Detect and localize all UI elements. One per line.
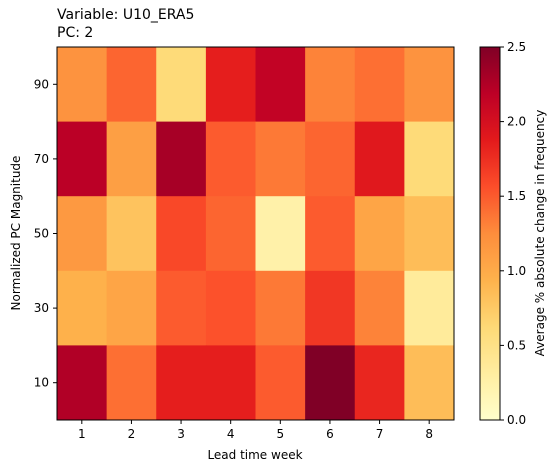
- heatmap-cell-r4-c5: [305, 345, 356, 421]
- heatmap-cell-r1-c3: [205, 121, 257, 197]
- x-tick-label: 1: [78, 427, 86, 441]
- chart-title-line-1: Variable: U10_ERA5: [57, 7, 195, 23]
- x-tick-label: 8: [425, 427, 433, 441]
- colorbar-tick-label: 1.5: [507, 189, 526, 203]
- colorbar-ticks: 0.0 0.5 1.0 1.5 2.0 2.5: [500, 40, 526, 427]
- heatmap-cell-r1-c0: [57, 121, 108, 197]
- heatmap-cell-r2-c4: [255, 196, 306, 272]
- colorbar-label: Average % absolute change in frequency: [533, 110, 547, 357]
- heatmap-cell-r2-c5: [305, 196, 356, 272]
- x-tick-label: 3: [177, 427, 185, 441]
- colorbar: [480, 47, 500, 420]
- heatmap-cell-r2-c3: [205, 196, 257, 272]
- heatmap-cell-r4-c1: [106, 345, 157, 421]
- heatmap-cell-r4-c6: [354, 345, 405, 421]
- heatmap-cell-r2-c6: [354, 196, 405, 272]
- heatmap-cell-r3-c3: [205, 270, 257, 346]
- heatmap-cell-r0-c4: [255, 47, 306, 123]
- heatmap-cell-r3-c5: [305, 270, 356, 346]
- heatmap-cell-r2-c7: [404, 196, 455, 272]
- colorbar-tick-label: 0.5: [507, 338, 526, 352]
- heatmap-cell-r0-c5: [305, 47, 356, 123]
- y-tick-label: 10: [34, 376, 49, 390]
- x-tick-label: 7: [376, 427, 384, 441]
- y-tick-label: 30: [34, 301, 49, 315]
- x-axis-ticks: 1 2 3 4 5 6 7 8: [78, 420, 433, 441]
- chart-title-line-2: PC: 2: [57, 25, 94, 41]
- heatmap-cell-r1-c7: [404, 121, 455, 197]
- x-tick-label: 2: [128, 427, 136, 441]
- heatmap-cell-r2-c1: [106, 196, 157, 272]
- heatmap-cell-r4-c4: [255, 345, 306, 421]
- heatmap-cell-r4-c2: [156, 345, 207, 421]
- heatmap-cell-r0-c1: [106, 47, 157, 123]
- heatmap-cell-r3-c4: [255, 270, 306, 346]
- heatmap-cell-r0-c6: [354, 47, 405, 123]
- heatmap-cell-r2-c2: [156, 196, 207, 272]
- x-axis-label: Lead time week: [207, 448, 302, 462]
- y-tick-label: 90: [34, 77, 49, 91]
- heatmap-cells: [57, 47, 455, 421]
- heatmap-cell-r0-c7: [404, 47, 455, 123]
- y-axis-label: Normalized PC Magnitude: [9, 156, 23, 311]
- colorbar-tick-label: 2.0: [507, 115, 526, 129]
- colorbar-tick-label: 0.0: [507, 413, 526, 427]
- heatmap-cell-r4-c7: [404, 345, 455, 421]
- heatmap-cell-r0-c0: [57, 47, 108, 123]
- heatmap-cell-r1-c1: [106, 121, 157, 197]
- colorbar-frame: [479, 46, 501, 421]
- y-axis-ticks: 90 70 50 30 10: [34, 77, 57, 390]
- heatmap-cell-r0-c3: [205, 47, 257, 123]
- heatmap-cell-r3-c7: [404, 270, 455, 346]
- heatmap-cell-r0-c2: [156, 47, 207, 123]
- y-tick-label: 70: [34, 152, 49, 166]
- heatmap-cell-r1-c2: [156, 121, 207, 197]
- colorbar-tick-label: 2.5: [507, 40, 526, 54]
- x-tick-label: 4: [227, 427, 235, 441]
- heatmap-cell-r1-c4: [255, 121, 306, 197]
- heatmap-cell-r3-c2: [156, 270, 207, 346]
- y-tick-label: 50: [34, 227, 49, 241]
- heatmap-cell-r3-c0: [57, 270, 108, 346]
- heatmap-cell-r1-c5: [305, 121, 356, 197]
- x-tick-label: 6: [326, 427, 334, 441]
- heatmap-cell-r4-c0: [57, 345, 108, 421]
- colorbar-tick-label: 1.0: [507, 264, 526, 278]
- heatmap-cell-r4-c3: [205, 345, 257, 421]
- heatmap-cell-r3-c6: [354, 270, 405, 346]
- x-tick-label: 5: [276, 427, 284, 441]
- heatmap-cell-r1-c6: [354, 121, 405, 197]
- heatmap-cell-r2-c0: [57, 196, 108, 272]
- heatmap-cell-r3-c1: [106, 270, 157, 346]
